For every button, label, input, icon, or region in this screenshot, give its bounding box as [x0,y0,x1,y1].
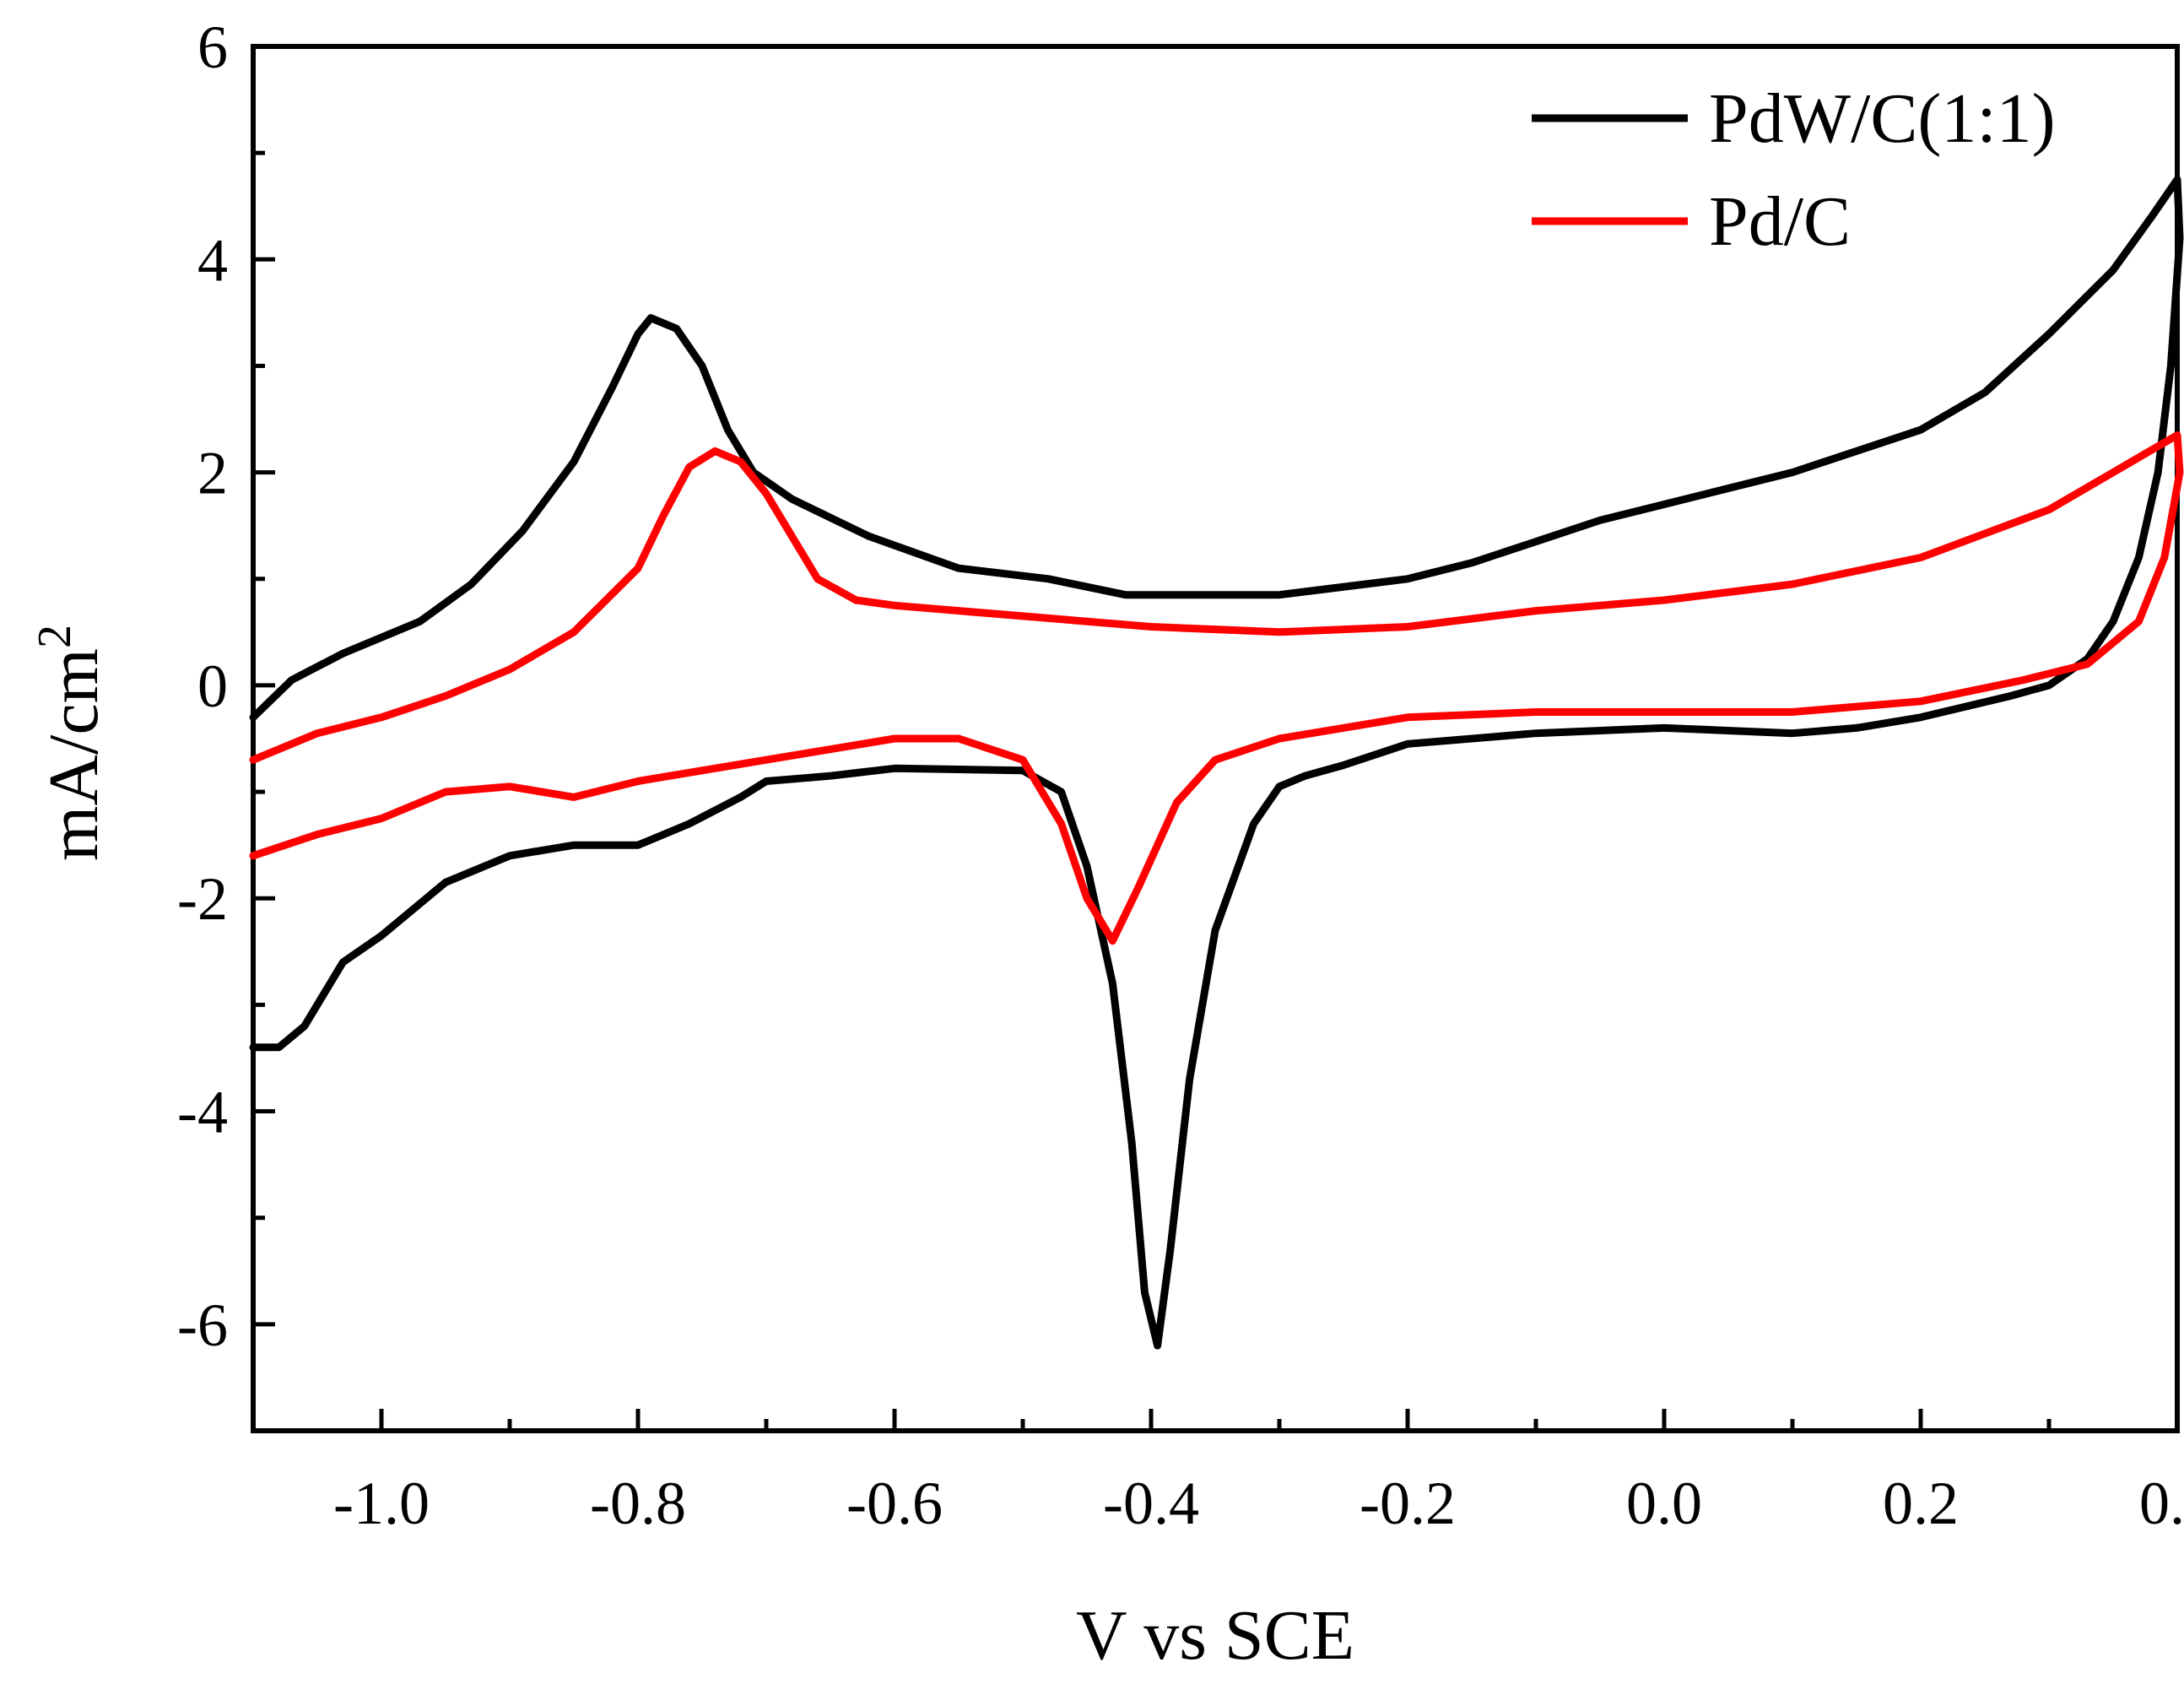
y-tick-label: -4 [177,1079,228,1146]
plot-frame [251,44,2180,1433]
x-tick-label: -0.6 [846,1470,943,1537]
y-tick-label: -6 [177,1291,228,1359]
x-tick-label: 0.4 [2139,1470,2184,1537]
ticks-layer: -1.0 -0.8 -0.6 -0.4 -0.2 0.0 0.2 0.4 -6 -4 -2 0 2 4 6 [177,14,2184,1537]
y-axis-title-base: mA/cm [35,648,113,861]
legend: PdW/C(1:1) Pd/C [1532,79,2056,261]
series-line-pd [249,431,2184,945]
y-tick-label: 2 [197,440,228,507]
x-tick-label: 0.0 [1626,1470,1702,1537]
series-line-pdw [249,176,2184,1350]
x-tick-label: -1.0 [333,1470,430,1537]
y-tick-label: -2 [177,865,228,933]
series-layer [249,176,2184,1350]
x-tick-label: 0.2 [1883,1470,1959,1537]
y-axis-title: mA/cm2 [29,625,113,861]
y-tick-label: 0 [197,652,228,720]
x-tick-label: -0.8 [590,1470,686,1537]
y-axis-title-sup: 2 [29,625,81,648]
legend-label-pd: Pd/C [1709,182,1851,261]
x-tick-label: -0.4 [1103,1470,1199,1537]
y-tick-label: 4 [197,226,228,294]
x-axis-title: V vs SCE [1076,1596,1354,1675]
x-tick-label: -0.2 [1360,1470,1456,1537]
y-tick-label: 6 [197,14,228,81]
legend-label-pdw: PdW/C(1:1) [1709,79,2056,158]
